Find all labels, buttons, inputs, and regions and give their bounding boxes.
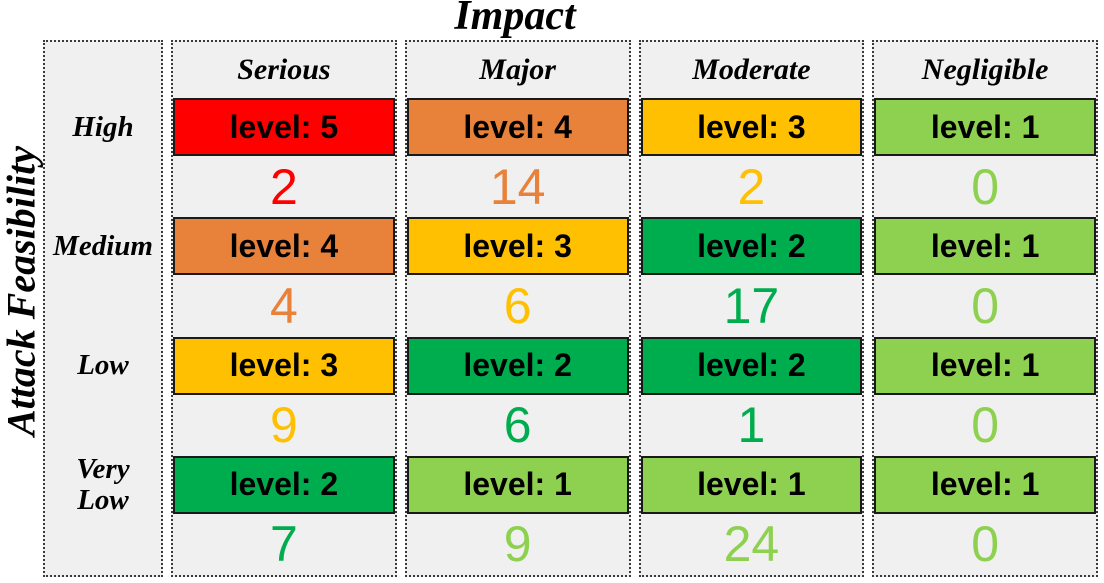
risk-cell-low-negligible: level: 1 0 [874,336,1096,456]
impact-column-major: Major level: 4 14 level: 3 6 level: 2 6 … [404,40,631,577]
feasibility-label-column: High Medium Low Very Low [43,40,163,577]
column-header-major: Major [479,53,556,86]
risk-level-box: level: 4 [406,98,629,156]
risk-level-box: level: 5 [173,98,395,156]
chart-title: Impact [454,0,576,39]
column-header-serious: Serious [237,53,331,86]
finding-count: 6 [503,277,532,334]
finding-count: 14 [489,158,546,215]
risk-cell-high-major: level: 4 14 [406,98,629,217]
finding-count: 7 [269,516,298,573]
impact-column-serious: Serious level: 5 2 level: 4 4 level: 3 9… [171,40,397,577]
risk-cell-low-major: level: 2 6 [406,336,629,456]
finding-count: 0 [971,397,1000,454]
risk-level-box: level: 2 [406,336,629,395]
risk-level-box: level: 2 [640,217,863,276]
risk-level-box: level: 3 [640,98,863,156]
finding-count: 1 [737,397,766,454]
column-header-negligible: Negligible [921,53,1049,86]
row-label-high: High [72,110,134,143]
finding-count: 0 [971,158,1000,215]
label-column-spacer [45,42,161,98]
column-header-moderate: Moderate [692,53,811,86]
y-axis-label: Attack Feasibility [0,146,44,436]
row-label-low: Low [77,349,129,382]
risk-cell-medium-negligible: level: 1 0 [874,217,1096,336]
finding-count: 17 [723,277,780,334]
risk-level-box: level: 2 [640,336,863,395]
risk-cell-high-serious: level: 5 2 [173,98,395,217]
row-label-very-low: Very Low [76,453,130,516]
finding-count: 9 [503,516,532,573]
finding-count: 4 [269,277,298,334]
risk-cell-low-serious: level: 3 9 [173,336,395,456]
risk-level-box: level: 3 [173,336,395,395]
risk-level-box: level: 3 [406,217,629,276]
risk-level-box: level: 1 [640,455,863,514]
finding-count: 0 [971,277,1000,334]
risk-cell-very-low-negligible: level: 1 0 [874,455,1096,575]
impact-column-negligible: Negligible level: 1 0 level: 1 0 level: … [872,40,1098,577]
risk-cell-high-moderate: level: 3 2 [640,98,863,217]
risk-level-box: level: 2 [173,455,395,514]
finding-count: 24 [723,516,780,573]
risk-cell-high-negligible: level: 1 0 [874,98,1096,217]
row-slot-high: High [45,98,161,217]
row-slot-very-low: Very Low [45,453,161,575]
risk-cell-medium-moderate: level: 2 17 [640,217,863,336]
risk-level-box: level: 1 [874,455,1096,514]
risk-matrix-grid: High Medium Low Very Low Serious level: … [43,40,1098,577]
risk-level-box: level: 1 [874,98,1096,156]
impact-column-moderate: Moderate level: 3 2 level: 2 17 level: 2… [638,40,865,577]
risk-level-box: level: 1 [406,455,629,514]
row-slot-medium: Medium [45,217,161,336]
risk-level-box: level: 4 [173,217,395,276]
risk-level-box: level: 1 [874,336,1096,395]
finding-count: 9 [269,397,298,454]
risk-cell-medium-serious: level: 4 4 [173,217,395,336]
finding-count: 2 [737,158,766,215]
row-label-medium: Medium [53,230,153,263]
finding-count: 2 [269,158,298,215]
row-slot-low: Low [45,337,161,456]
risk-cell-medium-major: level: 3 6 [406,217,629,336]
finding-count: 0 [971,516,1000,573]
risk-cell-very-low-serious: level: 2 7 [173,455,395,575]
risk-level-box: level: 1 [874,217,1096,276]
risk-cell-low-moderate: level: 2 1 [640,336,863,456]
risk-cell-very-low-major: level: 1 9 [406,455,629,575]
risk-cell-very-low-moderate: level: 1 24 [640,455,863,575]
finding-count: 6 [503,397,532,454]
